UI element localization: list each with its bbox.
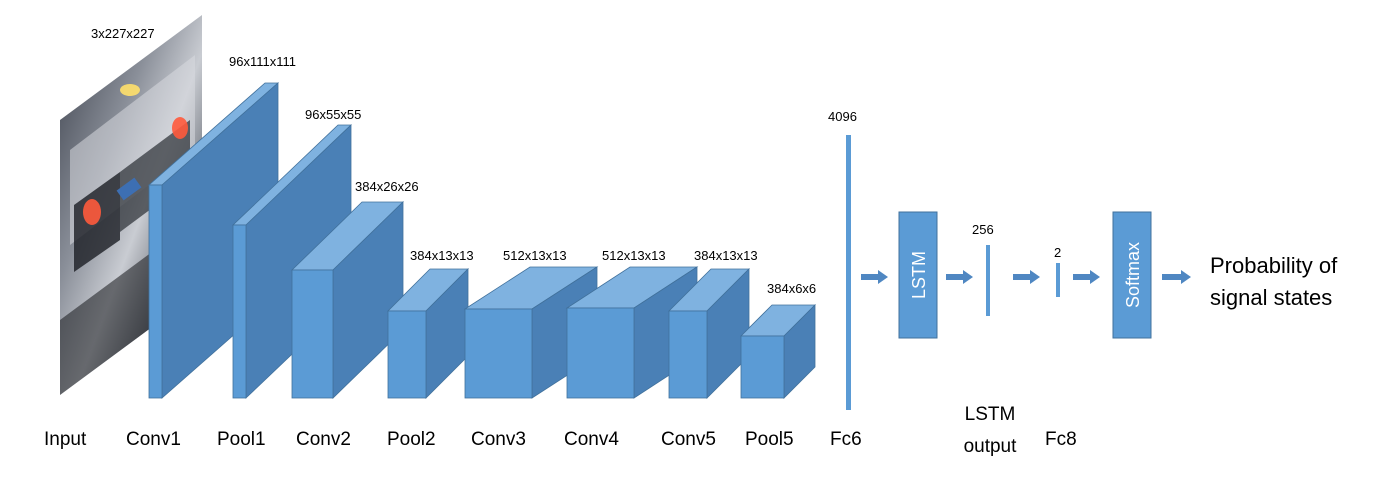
conv5-dims: 384x13x13 [694, 248, 758, 263]
pool1-block [232, 124, 352, 399]
pool2-dims: 384x13x13 [410, 248, 474, 263]
conv3-block-front [464, 308, 533, 399]
conv1-label: Conv1 [126, 429, 181, 450]
pool1-block-front [232, 224, 247, 399]
conv5-label: Conv5 [661, 429, 716, 450]
lstm-output-label-line2: output [964, 436, 1018, 457]
conv1-block-front [148, 184, 163, 399]
lstm-box: LSTM [898, 211, 938, 339]
lstm-to-output-arrow [946, 270, 973, 284]
conv4-label: Conv4 [564, 429, 619, 450]
lstm-box-label: LSTM [909, 251, 929, 299]
input-dims: 3x227x227 [91, 26, 155, 41]
conv4-block-front [566, 307, 635, 399]
softmax-box: Softmax [1112, 211, 1152, 339]
conv2-dims: 384x26x26 [355, 179, 419, 194]
pool2-block [387, 268, 469, 399]
fc6-label: Fc6 [830, 429, 862, 450]
fc8-label: Fc8 [1045, 429, 1077, 450]
conv1-dims: 96x111x111 [229, 54, 296, 69]
conv3-label: Conv3 [471, 429, 526, 450]
output-label-line2: signal states [1210, 285, 1332, 310]
conv5-block [668, 268, 750, 399]
pool2-block-front [387, 310, 427, 399]
input-label: Input [44, 429, 87, 450]
conv5-block-front [668, 310, 708, 399]
pool5-dims: 384x6x6 [767, 281, 816, 296]
conv2-label: Conv2 [296, 429, 351, 450]
fc6-dims: 4096 [828, 109, 857, 124]
pool2-label: Pool2 [387, 429, 436, 450]
fc8-to-softmax-arrow [1073, 270, 1100, 284]
output-label-line1: Probability of [1210, 253, 1338, 278]
conv4-dims: 512x13x13 [602, 248, 666, 263]
fc8-bar [1056, 263, 1060, 297]
pool5-label: Pool5 [745, 429, 794, 450]
pool5-block-front [740, 335, 785, 399]
softmax-box-label: Softmax [1123, 242, 1143, 308]
pool1-dims: 96x55x55 [305, 107, 361, 122]
fc6-bar [846, 135, 851, 410]
lstm-output-bar [986, 245, 990, 316]
lstm-output-label-line1: LSTM [965, 404, 1016, 425]
lstm-output-dims: 256 [972, 222, 994, 237]
softmax-to-result-arrow [1162, 270, 1191, 284]
pool5-block [740, 304, 816, 399]
fc8-dims: 2 [1054, 245, 1061, 260]
output-to-fc8-arrow [1013, 270, 1040, 284]
pool1-label: Pool1 [217, 429, 266, 450]
fc6-to-lstm-arrow [861, 270, 888, 284]
conv2-block-front [291, 269, 334, 399]
conv3-dims: 512x13x13 [503, 248, 567, 263]
